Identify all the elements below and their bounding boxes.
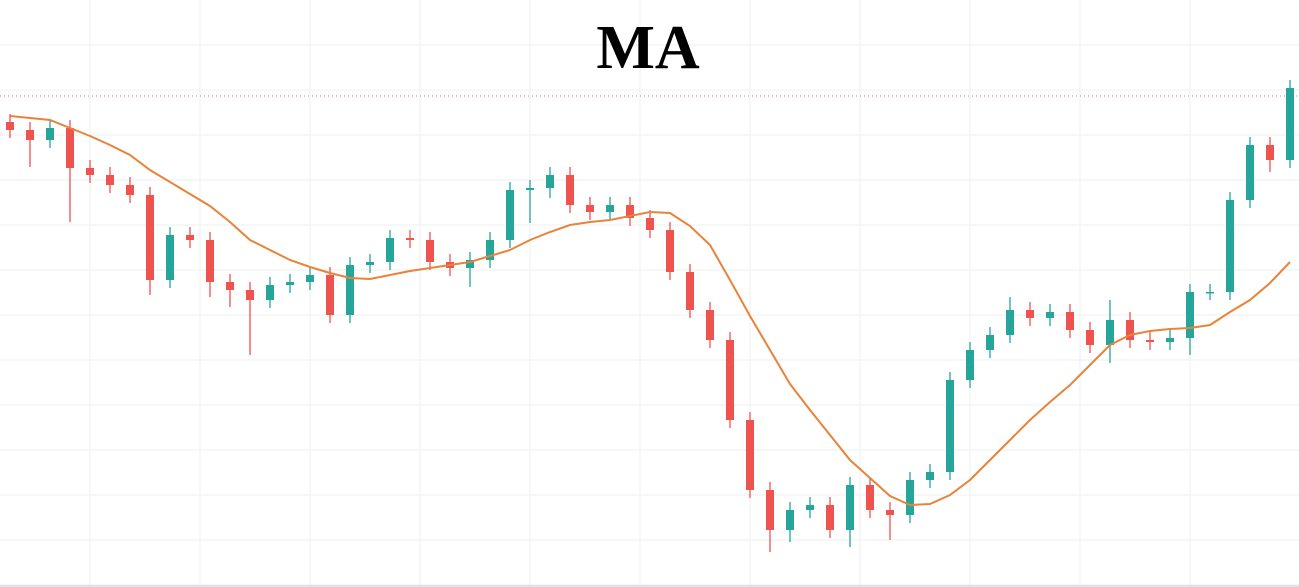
candle-body xyxy=(86,168,94,175)
candle-body xyxy=(186,235,194,240)
candle-body xyxy=(1146,340,1154,342)
candle-body xyxy=(406,238,414,240)
candle-body xyxy=(626,205,634,218)
candle-body xyxy=(266,285,274,300)
candle-body xyxy=(1006,310,1014,335)
candle-body xyxy=(886,510,894,515)
candle-body xyxy=(26,130,34,140)
candle-body xyxy=(806,505,814,510)
candle-body xyxy=(726,340,734,420)
candle-body xyxy=(546,175,554,188)
candle-body xyxy=(466,260,474,268)
candle-body xyxy=(46,128,54,140)
candle-body xyxy=(826,505,834,530)
candle-body xyxy=(286,282,294,285)
candle-body xyxy=(566,175,574,205)
candle-body xyxy=(1066,312,1074,330)
candle-body xyxy=(6,122,14,130)
candle-body xyxy=(646,218,654,230)
candle-body xyxy=(1046,312,1054,318)
moving-average-line xyxy=(9,115,1291,507)
candle-body xyxy=(506,190,514,240)
candle-body xyxy=(986,335,994,350)
candle-body xyxy=(706,310,714,340)
candle-body xyxy=(846,485,854,530)
candle-body xyxy=(1086,330,1094,345)
candle-body xyxy=(206,240,214,282)
candle-body xyxy=(966,350,974,380)
candle-body xyxy=(1026,310,1034,318)
candle-body xyxy=(766,490,774,530)
candle-body xyxy=(146,195,154,280)
candle-body xyxy=(526,188,534,190)
candle-body xyxy=(906,480,914,515)
candle-body xyxy=(786,510,794,530)
candle-body xyxy=(866,485,874,510)
candle-body xyxy=(586,205,594,212)
candle-body xyxy=(366,262,374,265)
candle-body xyxy=(1186,292,1194,338)
candle-body xyxy=(126,185,134,195)
chart-title: MA xyxy=(596,14,700,82)
candle-body xyxy=(1286,88,1294,160)
candle-body xyxy=(1166,338,1174,342)
candle-body xyxy=(326,275,334,315)
candle-body xyxy=(1266,145,1274,160)
candle-body xyxy=(346,265,354,315)
candle-body xyxy=(246,290,254,300)
candle-body xyxy=(1226,200,1234,292)
candle-body xyxy=(106,175,114,185)
candle-body xyxy=(606,205,614,212)
candle-body xyxy=(666,230,674,272)
candle-body xyxy=(926,472,934,480)
candle-body xyxy=(1126,320,1134,340)
candle-body xyxy=(426,240,434,262)
candle-body xyxy=(486,240,494,260)
candle-body xyxy=(386,238,394,262)
candle-body xyxy=(1206,292,1214,294)
candle-body xyxy=(746,420,754,490)
candle-body xyxy=(66,128,74,168)
candle-body xyxy=(226,282,234,290)
candle-body xyxy=(306,275,314,282)
candle-body xyxy=(166,235,174,280)
candle-body xyxy=(1246,145,1254,200)
candle-body xyxy=(946,380,954,472)
candle-body xyxy=(1106,320,1114,345)
candle-body xyxy=(686,272,694,310)
